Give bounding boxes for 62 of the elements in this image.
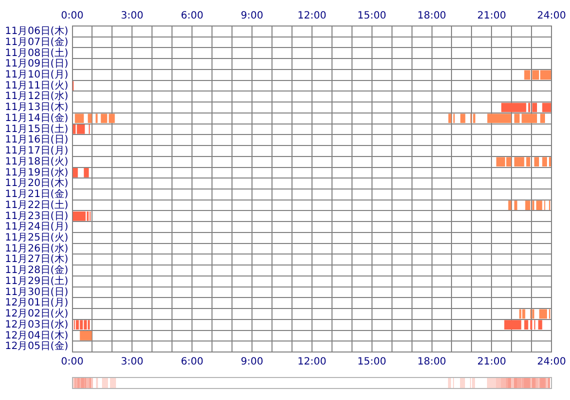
y-tick-label: 11月14日(金): [4, 112, 68, 124]
y-tick-label: 11月11日(火): [4, 79, 68, 92]
y-tick-label: 11月22日(土): [4, 198, 68, 211]
x-tick-label: 21:00: [477, 10, 506, 22]
x2-tick-label: 21:00: [477, 356, 506, 368]
x-tick-label: 0:00: [61, 10, 84, 22]
y-tick-label: 11月10日(月): [4, 69, 68, 80]
y-tick-label: 11月28日(金): [4, 264, 68, 276]
y-tick-label: 11月30日(日): [4, 286, 68, 298]
x-tick-label: 9:00: [240, 10, 264, 22]
y-tick-label: 11月29日(土): [4, 274, 68, 287]
bar: [514, 114, 520, 124]
x-tick-label: 6:00: [180, 10, 204, 22]
y-tick-label: 11月23日(日): [4, 210, 68, 222]
y-tick-label: 11月25日(火): [4, 231, 68, 244]
bar: [514, 157, 524, 167]
x2-tick-label: 0:00: [61, 356, 84, 368]
bar: [108, 114, 115, 124]
bar: [526, 157, 530, 167]
x2-tick-label: 12:00: [298, 356, 326, 368]
bar: [448, 114, 452, 124]
y-tick-label: 12月05日(金): [4, 340, 68, 352]
y-tick-label: 11月15日(土): [4, 122, 68, 135]
x2-tick-label: 15:00: [357, 356, 386, 368]
bar: [487, 114, 512, 124]
y-tick-label: 11月18日(火): [4, 155, 68, 168]
y-tick-label: 11月13日(木): [4, 101, 68, 114]
bar: [522, 114, 538, 124]
x2-tick-label: 3:00: [120, 356, 144, 368]
y-tick-label: 11月09日(日): [4, 58, 68, 70]
y-tick-label: 11月21日(金): [4, 188, 68, 200]
y-tick-label: 11月16日(日): [4, 134, 68, 146]
x-tick-label: 18:00: [417, 10, 446, 22]
bar: [542, 157, 547, 167]
bar: [534, 157, 540, 167]
y-tick-label: 11月24日(月): [4, 222, 68, 233]
x-tick-label: 24:00: [537, 10, 566, 22]
x2-tick-label: 6:00: [180, 356, 204, 368]
bar: [100, 114, 108, 124]
y-tick-label: 11月27日(木): [4, 253, 68, 266]
x2-tick-label: 18:00: [417, 356, 446, 368]
y-tick-label: 12月04日(木): [4, 329, 68, 342]
y-tick-label: 11月17日(月): [4, 146, 68, 157]
y-tick-label: 11月19日(水): [4, 166, 68, 178]
y-tick-label: 11月06日(木): [4, 25, 68, 38]
y-tick-label: 11月08日(土): [4, 46, 68, 59]
bar: [525, 200, 530, 210]
y-tick-label: 11月20日(木): [4, 177, 68, 190]
y-tick-label: 11月07日(金): [4, 36, 68, 48]
y-tick-label: 11月12日(水): [4, 90, 68, 102]
bar: [536, 200, 542, 210]
bar: [540, 114, 545, 124]
x-tick-label: 3:00: [120, 10, 144, 22]
x2-tick-label: 9:00: [240, 356, 264, 368]
x-tick-label: 12:00: [298, 10, 326, 22]
y-tick-label: 11月26日(水): [4, 242, 68, 254]
bar: [539, 309, 547, 319]
y-tick-label: 12月01日(月): [4, 298, 68, 309]
y-tick-label: 12月02日(火): [4, 308, 68, 320]
x2-tick-label: 24:00: [537, 356, 566, 368]
x-tick-label: 15:00: [357, 10, 386, 22]
y-tick-label: 12月03日(水): [4, 318, 68, 330]
